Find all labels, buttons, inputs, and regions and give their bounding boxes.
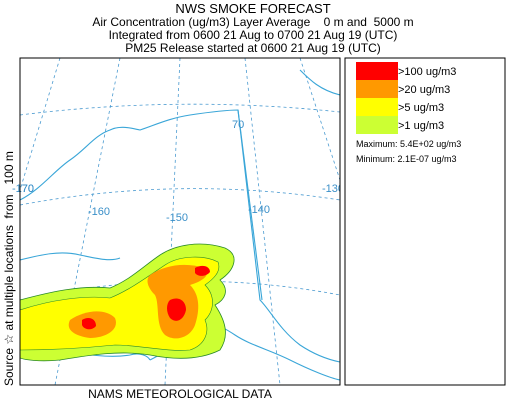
longitude-label: -130 (322, 183, 344, 195)
subtitle: Air Concentration (ug/m3) Layer Average … (92, 15, 413, 29)
legend-label: >1 ug/m3 (398, 120, 444, 132)
longitude-label: -170 (12, 183, 34, 195)
legend-label: >100 ug/m3 (398, 66, 456, 78)
footer: NAMS METEOROLOGICAL DATA (88, 387, 272, 401)
map-frame (19, 57, 341, 386)
legend-swatch (356, 98, 398, 116)
legend-minimum: Minimum: 2.1E-07 ug/m3 (356, 154, 457, 164)
subtitle: Integrated from 0600 21 Aug to 0700 21 A… (109, 28, 398, 42)
latitude-label: 70 (232, 119, 244, 131)
legend-swatch (356, 116, 398, 134)
legend-swatch (356, 62, 398, 80)
legend-swatch (356, 80, 398, 98)
legend-label: >5 ug/m3 (398, 102, 444, 114)
source-label: Source ☆ at multiple locations from 100 … (2, 151, 16, 386)
longitude-label: -150 (166, 212, 188, 224)
legend-label: >20 ug/m3 (398, 84, 450, 96)
title: NWS SMOKE FORECAST (175, 1, 330, 16)
smoke-plume (20, 243, 235, 362)
longitude-label: -140 (248, 204, 270, 216)
longitude-label: -160 (88, 206, 110, 218)
map: -170 -160 -150 -140 -130 70 (12, 58, 344, 385)
longitude-label: -170 (12, 183, 34, 195)
legend-maximum: Maximum: 5.4E+02 ug/m3 (356, 139, 461, 149)
subtitle: PM25 Release started at 0600 21 Aug 19 (… (125, 41, 380, 55)
legend: >100 ug/m3 >20 ug/m3 >5 ug/m3 >1 ug/m3 (356, 62, 456, 134)
